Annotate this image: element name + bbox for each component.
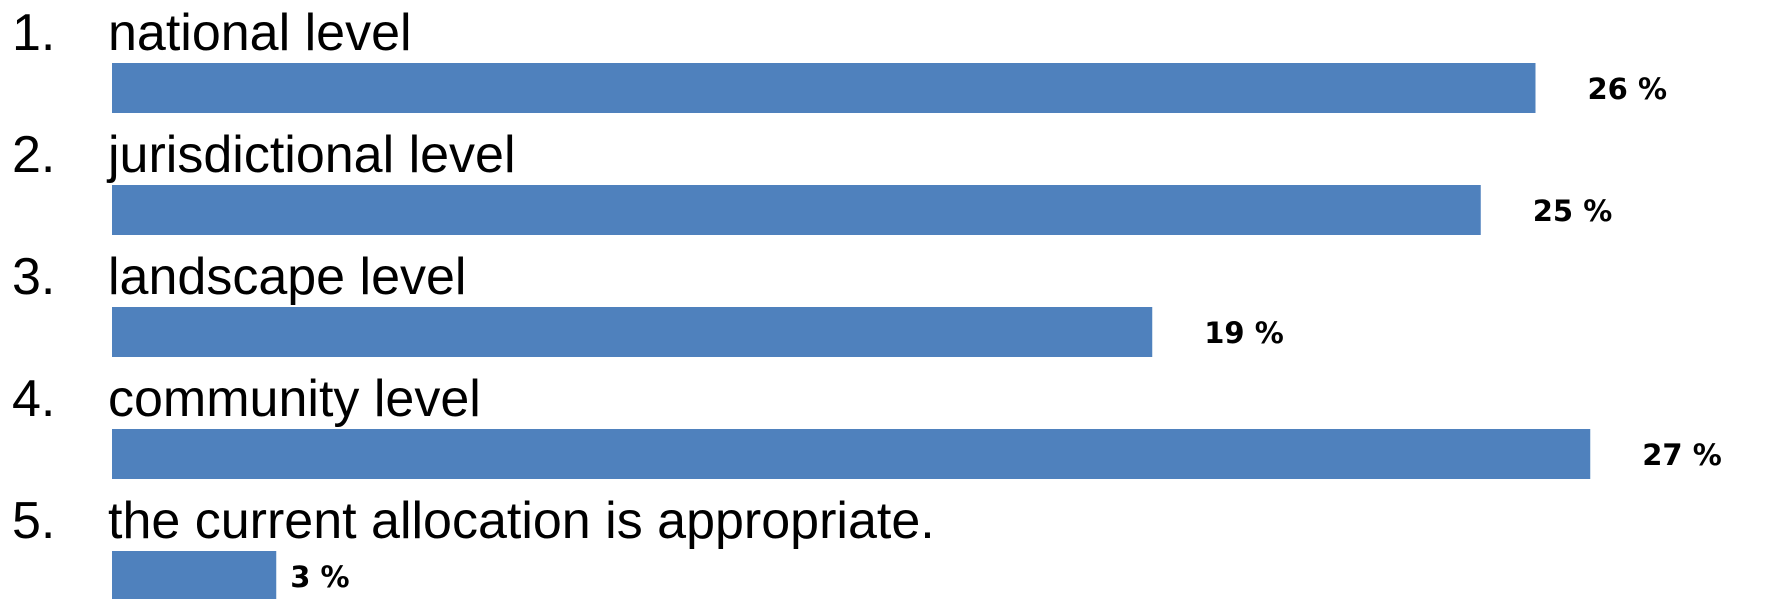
bar (112, 429, 1591, 479)
bar (112, 551, 277, 599)
value-label: 25 % (1533, 194, 1613, 228)
item-label: national level (108, 4, 412, 62)
item-number: 1. (12, 4, 55, 62)
bar (112, 63, 1536, 113)
value-label: 3 % (290, 560, 349, 594)
item-label: the current allocation is appropriate. (108, 492, 935, 550)
item-number: 2. (12, 126, 55, 184)
item-label: landscape level (108, 248, 466, 306)
item-number: 4. (12, 370, 55, 428)
value-label: 19 % (1204, 316, 1284, 350)
bar (112, 307, 1153, 357)
value-label: 26 % (1588, 72, 1668, 106)
item-number: 3. (12, 248, 55, 306)
item-label: community level (108, 370, 481, 428)
value-label: 27 % (1642, 438, 1722, 472)
item-number: 5. (12, 492, 55, 550)
item-label: jurisdictional level (106, 126, 516, 184)
bar (112, 185, 1481, 235)
